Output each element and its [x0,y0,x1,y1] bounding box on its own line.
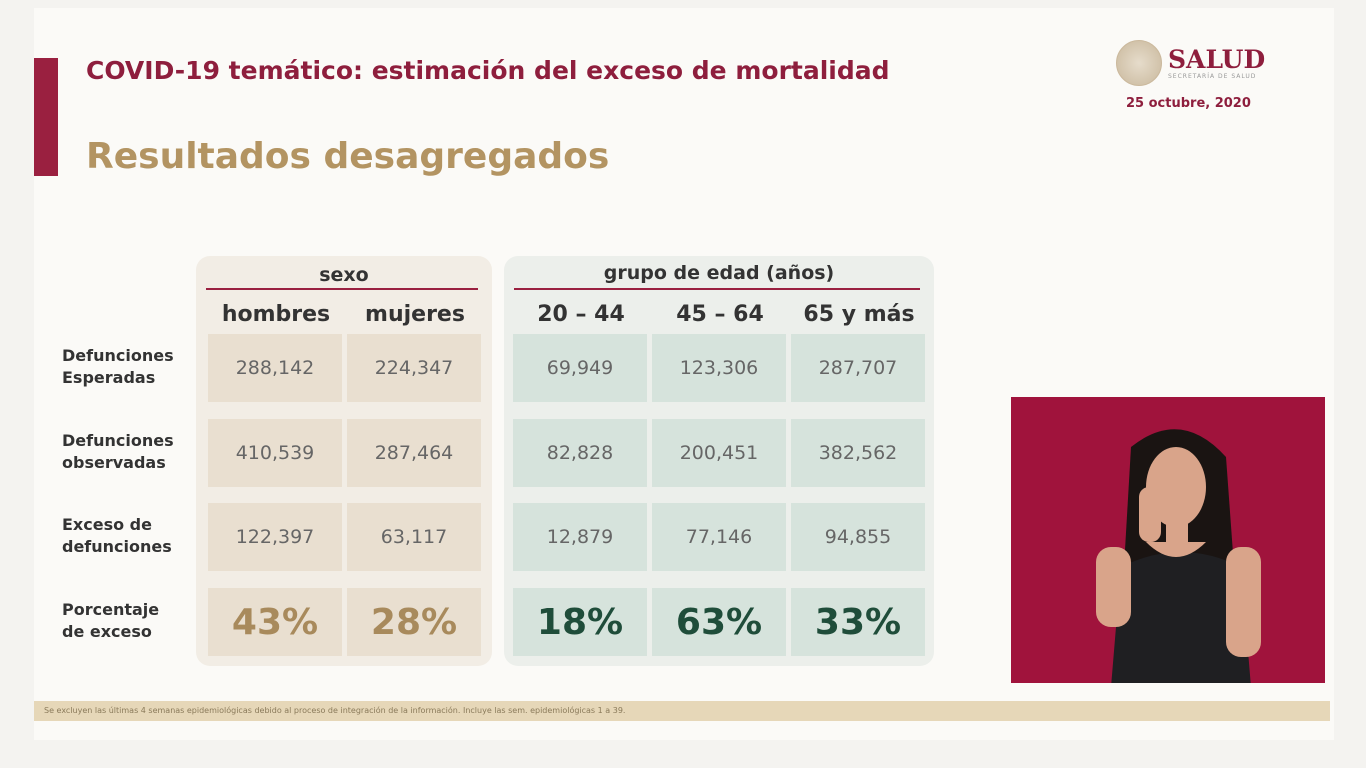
row-label-line: observadas [62,453,166,472]
table-cell: 122,397 [208,503,342,571]
table-cell: 69,949 [513,334,647,402]
table-cell: 287,707 [791,334,925,402]
slide-date: 25 octubre, 2020 [1126,96,1251,111]
brand-subtitle: SECRETARÍA DE SALUD [1168,72,1257,80]
table-cell: 123,306 [652,334,786,402]
sign-language-interpreter-video [1011,397,1325,683]
table-cell: 28% [347,588,481,656]
table-cell: 18% [513,588,647,656]
group-header-sexo: sexo [319,264,369,286]
table-cell: 77,146 [652,503,786,571]
salud-logo: SALUD SECRETARÍA DE SALUD [1116,40,1265,86]
table-cell: 288,142 [208,334,342,402]
table-cell: 224,347 [347,334,481,402]
column-header: mujeres [365,302,465,327]
table-cell: 410,539 [208,419,342,487]
national-seal-icon [1116,40,1162,86]
table-cell: 43% [208,588,342,656]
divider [514,288,920,290]
column-header: 65 y más [803,302,915,327]
row-label-line: Porcentaje [62,600,160,619]
column-header: 45 – 64 [676,302,764,327]
group-header-edad: grupo de edad (años) [603,262,835,284]
row-label-line: de exceso [62,622,152,641]
footnote: Se excluyen las últimas 4 semanas epidem… [34,701,1330,721]
row-label: Defunciones observadas [62,430,174,474]
table-cell: 33% [791,588,925,656]
row-label-line: Esperadas [62,368,156,387]
interpreter-figure [1096,429,1261,683]
slide-subtitle: Resultados desagregados [86,136,610,177]
table-cell: 82,828 [513,419,647,487]
row-label-line: Defunciones [62,346,174,365]
accent-bar [34,58,58,176]
column-header: hombres [221,302,331,327]
table-cell: 12,879 [513,503,647,571]
slide-title: COVID-19 temático: estimación del exceso… [86,56,890,85]
table-cell: 200,451 [652,419,786,487]
row-label-line: Exceso de [62,515,152,534]
brand-name: SALUD [1168,44,1266,74]
row-label: Porcentaje de exceso [62,599,159,643]
row-label: Defunciones Esperadas [62,345,174,389]
table-cell: 63,117 [347,503,481,571]
divider [206,288,478,290]
table-cell: 63% [652,588,786,656]
table-cell: 382,562 [791,419,925,487]
row-label-line: Defunciones [62,431,174,450]
row-label: Exceso de defunciones [62,514,172,558]
row-label-line: defunciones [62,537,172,556]
table-cell: 94,855 [791,503,925,571]
column-header: 20 – 44 [537,302,625,327]
table-cell: 287,464 [347,419,481,487]
